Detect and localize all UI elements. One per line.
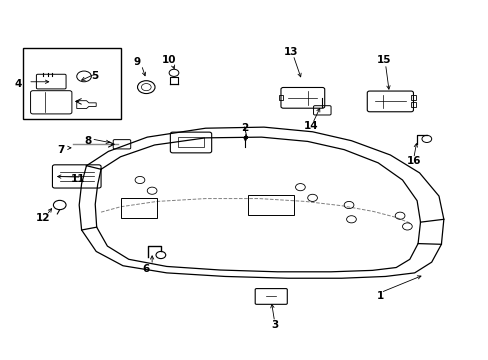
Text: 9: 9 [134,57,141,67]
Text: 5: 5 [91,71,99,81]
Text: 1: 1 [376,291,384,301]
Text: 3: 3 [270,320,278,330]
Text: 13: 13 [283,47,297,57]
Text: 7: 7 [57,145,64,156]
Text: 15: 15 [377,55,391,65]
Text: 14: 14 [304,121,318,131]
Text: 11: 11 [71,174,85,184]
Bar [410,95,415,100]
Text: 10: 10 [162,55,176,65]
Bar [120,198,157,217]
Text: 16: 16 [406,157,420,166]
Polygon shape [77,101,96,109]
Text: 2: 2 [241,123,247,133]
Text: 8: 8 [84,136,91,147]
Bar [278,95,283,100]
Text: 6: 6 [142,264,150,274]
Bar [410,103,415,108]
Text: 12: 12 [36,212,50,222]
Bar [177,138,204,148]
Bar [23,48,120,119]
Text: 4: 4 [15,79,22,89]
Bar [247,195,294,215]
